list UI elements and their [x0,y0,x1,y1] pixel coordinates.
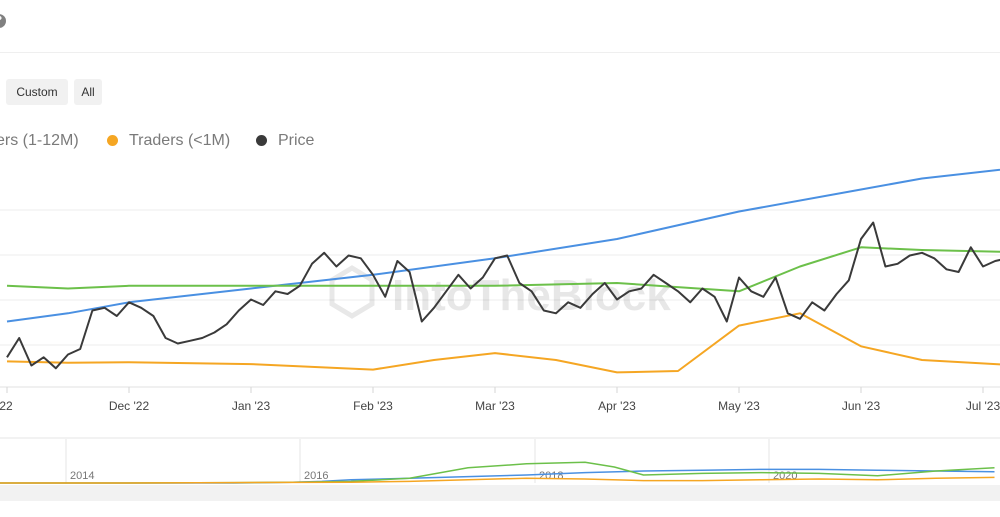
chart-legend: ers (1-12M) Traders (<1M) Price [0,130,1000,152]
legend-item-price[interactable]: Price [256,130,314,152]
navigator-tick-label: 2016 [304,470,328,482]
x-tick-label: May '23 [718,399,760,413]
x-tick-label: Dec '22 [109,399,150,413]
series-price-line [6,221,1000,370]
legend-label: ers (1-12M) [0,132,79,149]
legend-dot-icon [107,135,118,146]
x-tick-label: Jan '23 [232,399,271,413]
x-tick-label: Apr '23 [598,399,636,413]
navigator-series-line [0,476,995,484]
series-ers-line [6,246,1000,293]
legend-label: Price [278,132,315,149]
x-tick-label: 22 [0,399,13,413]
series-traders-line [6,312,1000,374]
x-tick-label: Jun '23 [842,399,881,413]
header-strip: ? [0,0,1000,53]
navigator-series-line [0,468,995,484]
navigator-tick-label: 2018 [539,470,563,482]
legend-label: Traders (<1M) [129,132,231,149]
navigator-tick-label: 2014 [70,470,94,482]
legend-dot-icon [256,135,267,146]
all-range-button[interactable]: All [74,79,102,105]
custom-range-button[interactable]: Custom [6,79,68,105]
x-tick-label: Feb '23 [353,399,393,413]
x-tick-label: Mar '23 [475,399,515,413]
legend-item-ers[interactable]: ers (1-12M) [0,130,79,152]
x-tick-label: Jul '23 [966,399,1000,413]
help-icon[interactable]: ? [0,14,6,28]
legend-item-traders[interactable]: Traders (<1M) [107,130,230,152]
watermark-text: IntoTheBlock [392,271,671,320]
navigator-scrollbar [0,485,1000,501]
